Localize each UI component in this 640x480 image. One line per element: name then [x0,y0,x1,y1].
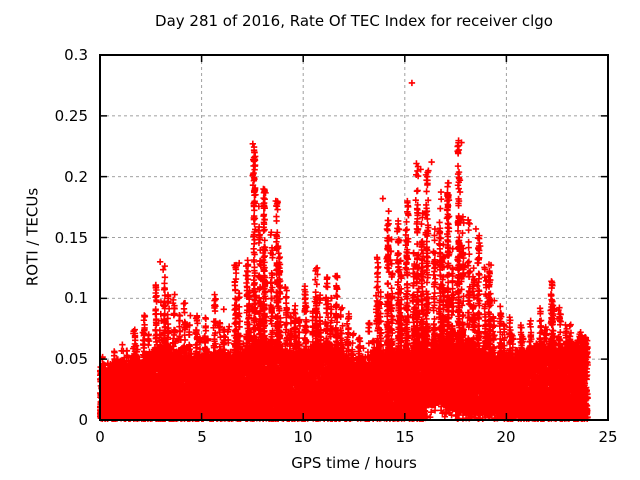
y-tick-label-025: 0.25 [54,107,88,125]
y-tick-label-015: 0.15 [54,229,88,247]
x-tick-label-0: 0 [95,428,105,446]
y-tick-label-01: 0.1 [64,289,88,307]
y-tick-label-02: 0.2 [64,168,88,186]
chart-title: Day 281 of 2016, Rate Of TEC Index for r… [155,12,553,30]
x-tick-label-25: 25 [598,428,618,446]
y-tick-label-03: 0.3 [64,46,88,64]
y-tick-label-0: 0 [78,411,88,429]
y-tick-label-005: 0.05 [54,350,88,368]
x-tick-label-5: 5 [197,428,207,446]
x-tick-label-20: 20 [496,428,516,446]
x-axis-title: GPS time / hours [291,454,417,472]
x-tick-label-10: 10 [293,428,313,446]
x-tick-label-15: 15 [395,428,415,446]
